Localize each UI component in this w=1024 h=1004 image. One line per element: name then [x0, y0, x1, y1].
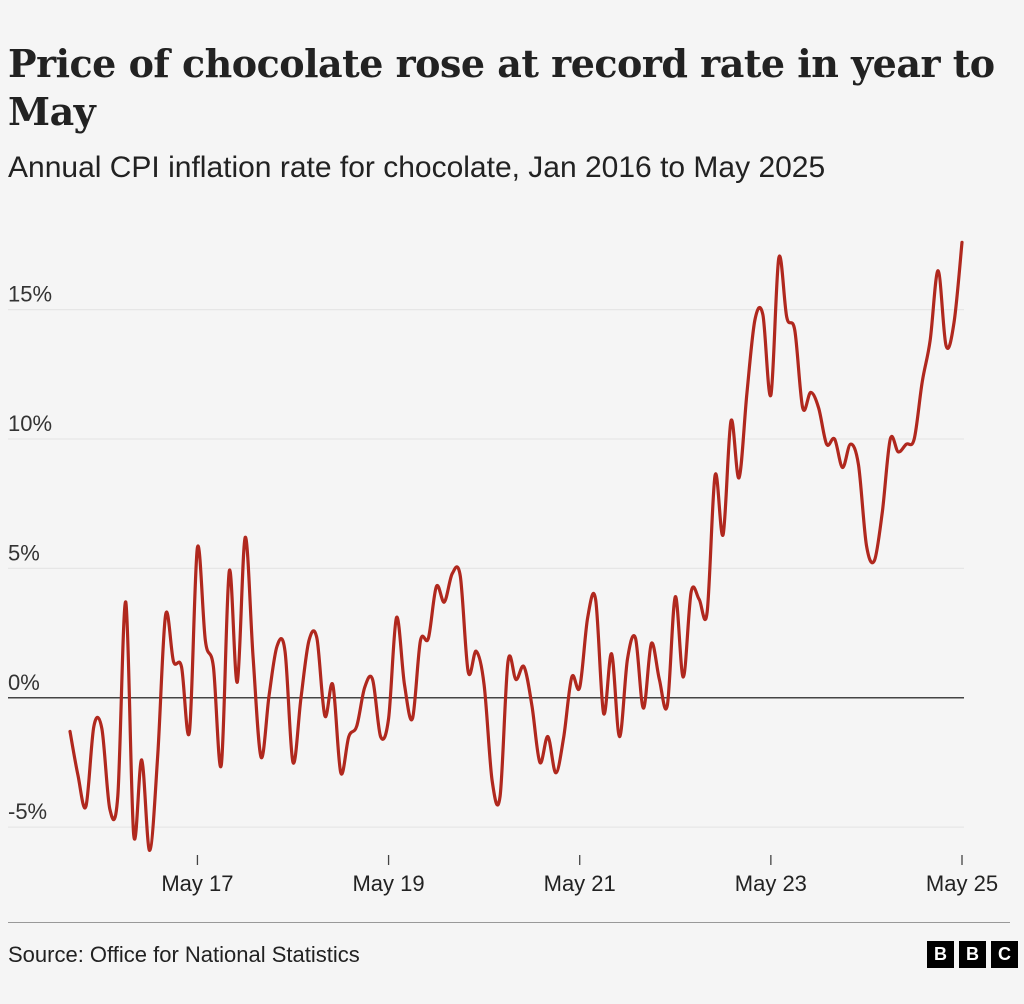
y-tick-label: 15% [8, 282, 52, 307]
x-tick-label: May 25 [926, 871, 998, 896]
y-tick-label: 10% [8, 411, 52, 436]
chart-subtitle: Annual CPI inflation rate for chocolate,… [8, 151, 826, 184]
x-tick-label: May 17 [161, 871, 233, 896]
series-line [68, 240, 964, 853]
y-tick-label: 0% [8, 670, 40, 695]
bbc-logo: B B C [927, 941, 1018, 968]
logo-letter: C [991, 941, 1018, 968]
x-tick-label: May 21 [544, 871, 616, 896]
logo-letter: B [959, 941, 986, 968]
x-tick-label: May 19 [352, 871, 424, 896]
logo-letter: B [927, 941, 954, 968]
y-tick-label: 5% [8, 540, 40, 565]
x-tick-label: May 23 [735, 871, 807, 896]
y-tick-label: -5% [8, 799, 47, 824]
source-note: Source: Office for National Statistics [8, 942, 360, 967]
chart-title: Price of chocolate rose at record rate i… [8, 41, 995, 134]
footer-divider [8, 922, 1010, 923]
line-chart: -5% 0% 5% 10% 15% May 17 May 19 May 21 May 23 May… [8, 240, 998, 896]
